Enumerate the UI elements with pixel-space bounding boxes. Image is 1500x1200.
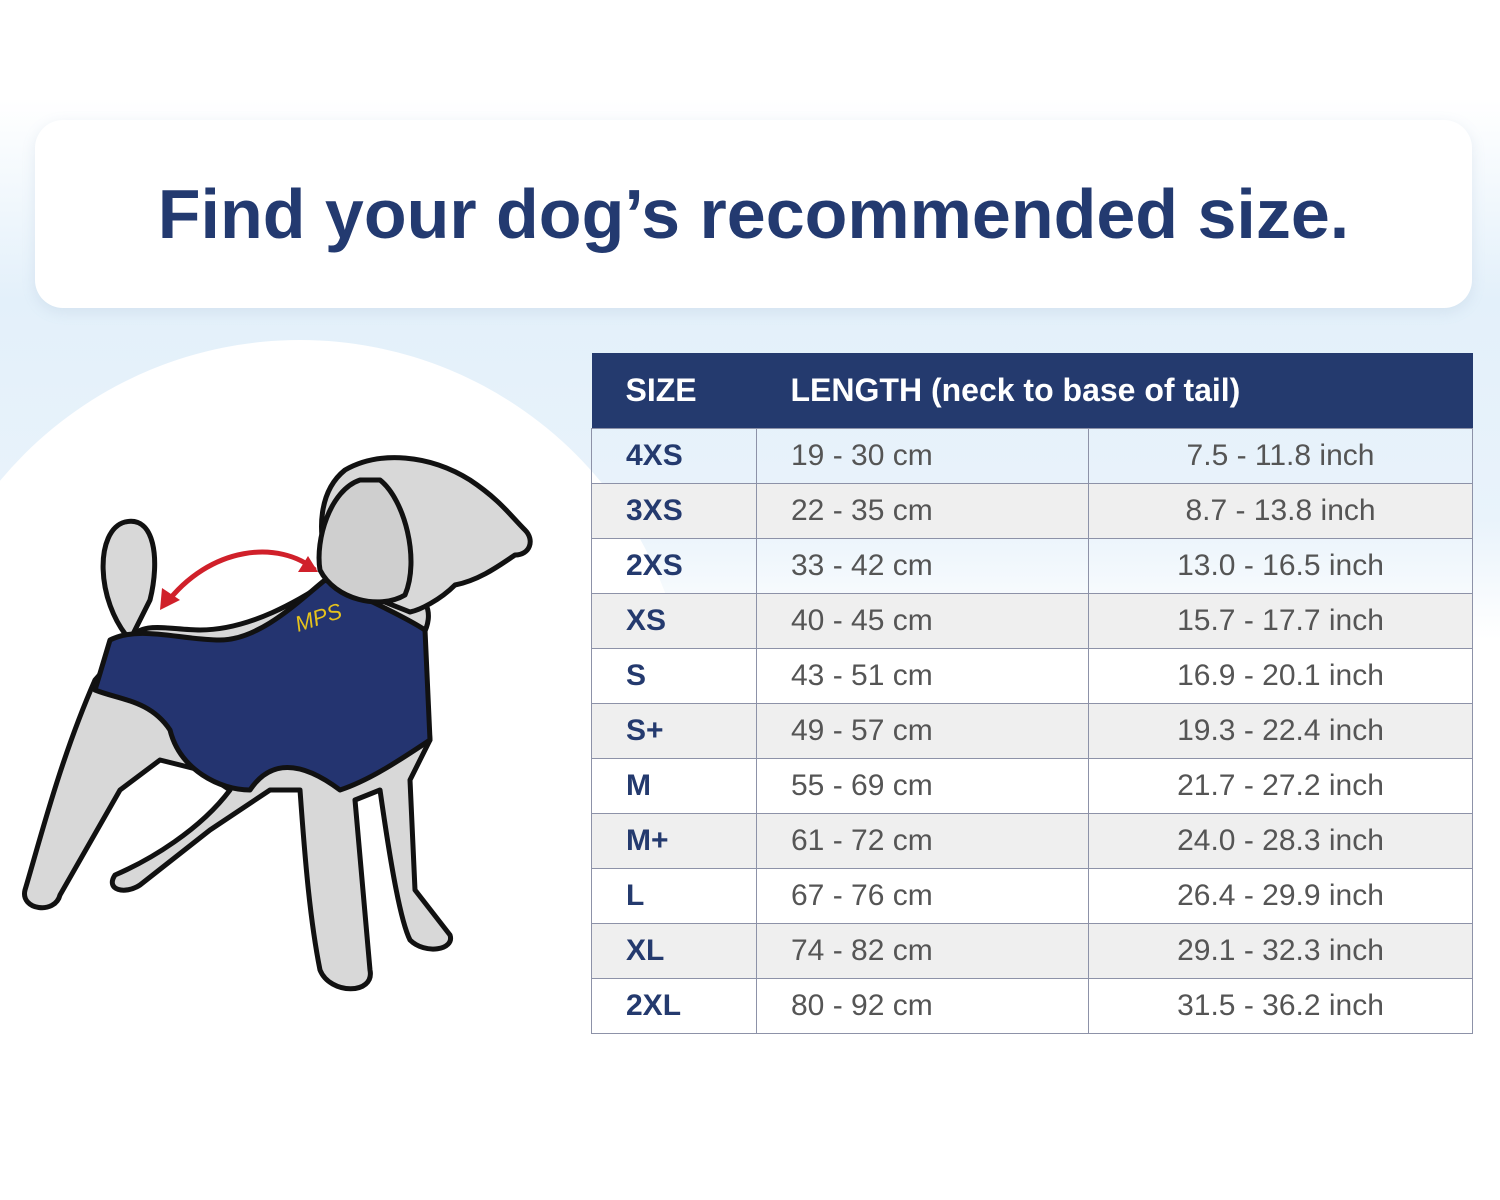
table-cell: 2XS [591, 538, 757, 594]
table-cell: 80 - 92 cm [756, 978, 1089, 1034]
table-cell: M [591, 758, 757, 814]
table-cell: 15.7 - 17.7 inch [1088, 593, 1473, 649]
table-cell: 13.0 - 16.5 inch [1088, 538, 1473, 594]
table-cell: 74 - 82 cm [756, 923, 1089, 979]
table-row: M+ 61 - 72 cm 24.0 - 28.3 inch [591, 813, 1473, 869]
table-row: S+ 49 - 57 cm 19.3 - 22.4 inch [591, 703, 1473, 759]
table-cell: 22 - 35 cm [756, 483, 1089, 539]
table-cell: XS [591, 593, 757, 649]
table-cell: 49 - 57 cm [756, 703, 1089, 759]
table-cell: 29.1 - 32.3 inch [1088, 923, 1473, 979]
table-cell: 67 - 76 cm [756, 868, 1089, 924]
table-cell: S+ [591, 703, 757, 759]
header-cell: LENGTH (neck to base of tail) [756, 353, 1473, 429]
table-cell: 43 - 51 cm [756, 648, 1089, 704]
table-row: L 67 - 76 cm 26.4 - 29.9 inch [591, 868, 1473, 924]
measure-arrow [163, 549, 317, 607]
table-cell: 19 - 30 cm [756, 428, 1089, 484]
table-row: 3XS 22 - 35 cm 8.7 - 13.8 inch [591, 483, 1473, 539]
table-cell: 4XS [591, 428, 757, 484]
table-cell: S [591, 648, 757, 704]
table-cell: 7.5 - 11.8 inch [1088, 428, 1473, 484]
table-cell: XL [591, 923, 757, 979]
table-cell: M+ [591, 813, 757, 869]
table-row: M 55 - 69 cm 21.7 - 27.2 inch [591, 758, 1473, 814]
table-cell: 26.4 - 29.9 inch [1088, 868, 1473, 924]
table-cell: 3XS [591, 483, 757, 539]
table-cell: 55 - 69 cm [756, 758, 1089, 814]
table-cell: 40 - 45 cm [756, 593, 1089, 649]
table-cell: 2XL [591, 978, 757, 1034]
title-card: Find your dog’s recommended size. [35, 120, 1472, 308]
header-cell: SIZE [591, 353, 757, 429]
table-cell: 33 - 42 cm [756, 538, 1089, 594]
table-row: 2XS 33 - 42 cm 13.0 - 16.5 inch [591, 538, 1473, 594]
table-cell: 61 - 72 cm [756, 813, 1089, 869]
table-cell: 31.5 - 36.2 inch [1088, 978, 1473, 1034]
table-cell: 19.3 - 22.4 inch [1088, 703, 1473, 759]
title: Find your dog’s recommended size. [157, 175, 1350, 253]
dog [22, 455, 533, 992]
table-cell: 21.7 - 27.2 inch [1088, 758, 1473, 814]
table-cell: 8.7 - 13.8 inch [1088, 483, 1473, 539]
table-row: XL 74 - 82 cm 29.1 - 32.3 inch [591, 923, 1473, 979]
size-table: SIZE LENGTH (neck to base of tail) 4XS 19… [591, 353, 1473, 1034]
table-cell: 16.9 - 20.1 inch [1088, 648, 1473, 704]
table-cell: 24.0 - 28.3 inch [1088, 813, 1473, 869]
table-row: XS 40 - 45 cm 15.7 - 17.7 inch [591, 593, 1473, 649]
header-row: SIZE LENGTH (neck to base of tail) [591, 353, 1473, 429]
table-row: 4XS 19 - 30 cm 7.5 - 11.8 inch [591, 428, 1473, 484]
table-row: S 43 - 51 cm 16.9 - 20.1 inch [591, 648, 1473, 704]
table-row: 2XL 80 - 92 cm 31.5 - 36.2 inch [591, 978, 1473, 1034]
table-cell: L [591, 868, 757, 924]
